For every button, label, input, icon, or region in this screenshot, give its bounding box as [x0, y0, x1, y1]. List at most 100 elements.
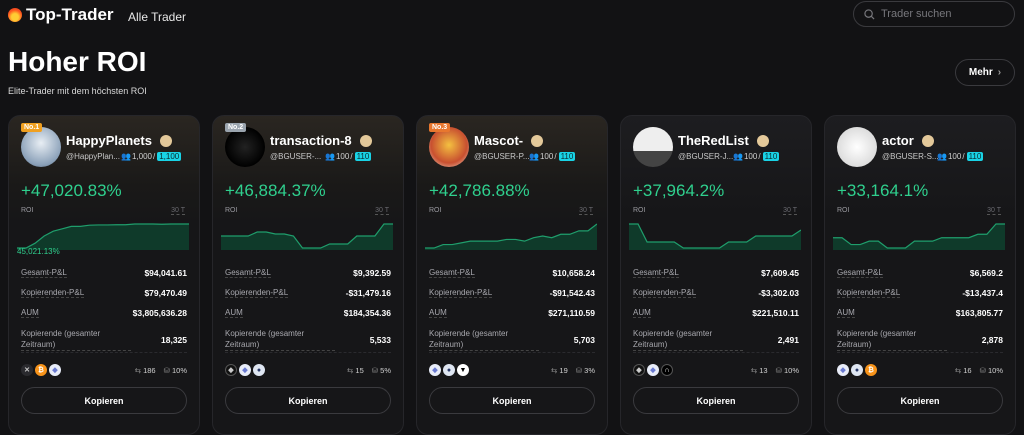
top-bar: Top-Trader Alle Trader	[0, 0, 1024, 34]
trader-avatar[interactable]	[21, 127, 61, 167]
roi-label: ROI	[21, 207, 34, 214]
trades-icon: ⇆	[551, 366, 558, 375]
trader-card[interactable]: No.1 HappyPlanets @HappyPlan... 👥 1,000/1…	[8, 115, 200, 435]
brand-logo[interactable]: Top-Trader	[8, 5, 114, 25]
stat-copier-pnl: Kopierenden-P&L -$3,302.03	[633, 288, 799, 298]
period-label: 30 T	[987, 207, 1001, 215]
trader-avatar[interactable]	[837, 127, 877, 167]
copy-button[interactable]: Kopieren	[633, 387, 799, 414]
copier-capacity: 👥 100/110	[733, 152, 780, 161]
stat-copiers-total: Kopierende (gesamter Zeitraum) 5,533	[225, 328, 391, 351]
trades-icon: ⇆	[347, 366, 354, 375]
divider	[633, 352, 799, 353]
roi-label: ROI	[429, 207, 442, 214]
trader-avatar[interactable]	[429, 127, 469, 167]
copier-count: 100	[743, 152, 758, 161]
stat-copiers-total: Kopierende (gesamter Zeitraum) 2,878	[837, 328, 1003, 351]
roi-sparkline	[17, 223, 189, 250]
divider	[225, 352, 391, 353]
stat-total-pnl: Gesamt-P&L $10,658.24	[429, 268, 595, 278]
sparkline-area	[629, 224, 801, 250]
trade-meta: ⇆ 15 ⛁ 5%	[347, 366, 391, 375]
medal-icon	[531, 134, 544, 147]
trader-cards: No.1 HappyPlanets @HappyPlan... 👥 1,000/1…	[8, 115, 1016, 435]
trade-count: 186	[143, 366, 156, 375]
profit-share: 10%	[171, 366, 187, 375]
users-icon: 👥	[733, 152, 743, 161]
ethereum-icon: ◆	[429, 364, 441, 376]
trader-name-row[interactable]: HappyPlanets	[66, 133, 172, 148]
coin-blue-icon: ●	[851, 364, 863, 376]
roi-sparkline	[425, 223, 597, 250]
users-icon: 👥	[325, 152, 335, 161]
trader-name[interactable]: transaction-8	[270, 133, 352, 148]
stat-copier-pnl: Kopierenden-P&L -$31,479.16	[225, 288, 391, 298]
trader-name-row[interactable]: TheRedList	[678, 133, 769, 148]
stat-label: Gesamt-P&L	[633, 268, 679, 278]
max-copiers: 110	[966, 152, 984, 161]
more-button[interactable]: Mehr ›	[955, 59, 1015, 86]
stat-value: $7,609.45	[761, 268, 799, 278]
roi-value: +37,964.2%	[633, 181, 725, 200]
sparkline-area	[17, 224, 189, 250]
bitcoin-icon: ₿	[35, 364, 47, 376]
trader-name[interactable]: TheRedList	[678, 133, 749, 148]
nav-all-traders[interactable]: Alle Trader	[128, 10, 187, 24]
copy-button[interactable]: Kopieren	[837, 387, 1003, 414]
trade-meta: ⇆ 16 ⛁ 10%	[955, 366, 1003, 375]
copy-button[interactable]: Kopieren	[225, 387, 391, 414]
stat-label: Kopierende (gesamter Zeitraum)	[21, 328, 131, 351]
stat-aum: AUM $184,354.36	[225, 308, 391, 318]
search-box[interactable]	[853, 1, 1015, 27]
stat-label: Kopierende (gesamter Zeitraum)	[837, 328, 947, 351]
roi-label: ROI	[633, 207, 646, 214]
profit-share-icon: ⛁	[163, 366, 170, 375]
stat-copier-pnl: Kopierenden-P&L -$13,437.4	[837, 288, 1003, 298]
trade-meta: ⇆ 186 ⛁ 10%	[135, 366, 187, 375]
stat-label: AUM	[21, 308, 39, 318]
stat-value: 5,533	[369, 334, 391, 345]
trade-meta: ⇆ 19 ⛁ 3%	[551, 366, 595, 375]
profit-share: 10%	[783, 366, 799, 375]
chevron-right-icon: ›	[997, 67, 1002, 78]
trader-handle: @HappyPlan...	[66, 152, 120, 161]
copy-button[interactable]: Kopieren	[21, 387, 187, 414]
users-icon: 👥	[529, 152, 539, 161]
stat-total-pnl: Gesamt-P&L $7,609.45	[633, 268, 799, 278]
trade-meta: ⇆ 13 ⛁ 10%	[751, 366, 799, 375]
trader-name[interactable]: Mascot-	[474, 133, 524, 148]
trader-name[interactable]: HappyPlanets	[66, 133, 152, 148]
trade-count: 13	[759, 366, 768, 375]
stat-copiers-total: Kopierende (gesamter Zeitraum) 18,325	[21, 328, 187, 351]
sparkline-line	[629, 223, 801, 249]
stat-label: Kopierenden-P&L	[225, 288, 289, 298]
trader-name-row[interactable]: actor	[882, 133, 934, 148]
stat-label: Kopierende (gesamter Zeitraum)	[633, 328, 743, 351]
copy-button[interactable]: Kopieren	[429, 387, 595, 414]
trader-name[interactable]: actor	[882, 133, 914, 148]
traded-coins: ◆ ◆ ∩	[633, 364, 673, 376]
trader-avatar[interactable]	[633, 127, 673, 167]
stat-label: Gesamt-P&L	[21, 268, 67, 278]
stat-label: AUM	[225, 308, 243, 318]
profit-share: 10%	[987, 366, 1003, 375]
trader-handle: @BGUSER-P...	[474, 152, 530, 161]
trader-card[interactable]: No.2 transaction-8 @BGUSER-... 👥 100/110 …	[212, 115, 404, 435]
stat-value: -$31,479.16	[345, 288, 391, 298]
profit-share-icon: ⛁	[575, 366, 583, 375]
stat-value: 2,878	[981, 334, 1003, 345]
trader-card[interactable]: actor @BGUSER-S... 👥 100/110 +33,164.1% R…	[824, 115, 1016, 435]
trader-name-row[interactable]: Mascot-	[474, 133, 544, 148]
roi-value: +33,164.1%	[837, 181, 929, 200]
search-input[interactable]	[881, 8, 1001, 20]
traded-coins: ◆ ● ▼	[429, 364, 469, 376]
trader-name-row[interactable]: transaction-8	[270, 133, 372, 148]
period-label: 30 T	[171, 207, 185, 215]
trader-avatar[interactable]	[225, 127, 265, 167]
stats-list: Gesamt-P&L $6,569.2 Kopierenden-P&L -$13,4…	[837, 268, 1003, 361]
copier-capacity: 👥 100/110	[529, 152, 576, 161]
trader-card[interactable]: TheRedList @BGUSER-J... 👥 100/110 +37,964…	[620, 115, 812, 435]
users-icon: 👥	[937, 152, 947, 161]
trader-handle: @BGUSER-J...	[678, 152, 734, 161]
trader-card[interactable]: No.3 Mascot- @BGUSER-P... 👥 100/110 +42,7…	[416, 115, 608, 435]
